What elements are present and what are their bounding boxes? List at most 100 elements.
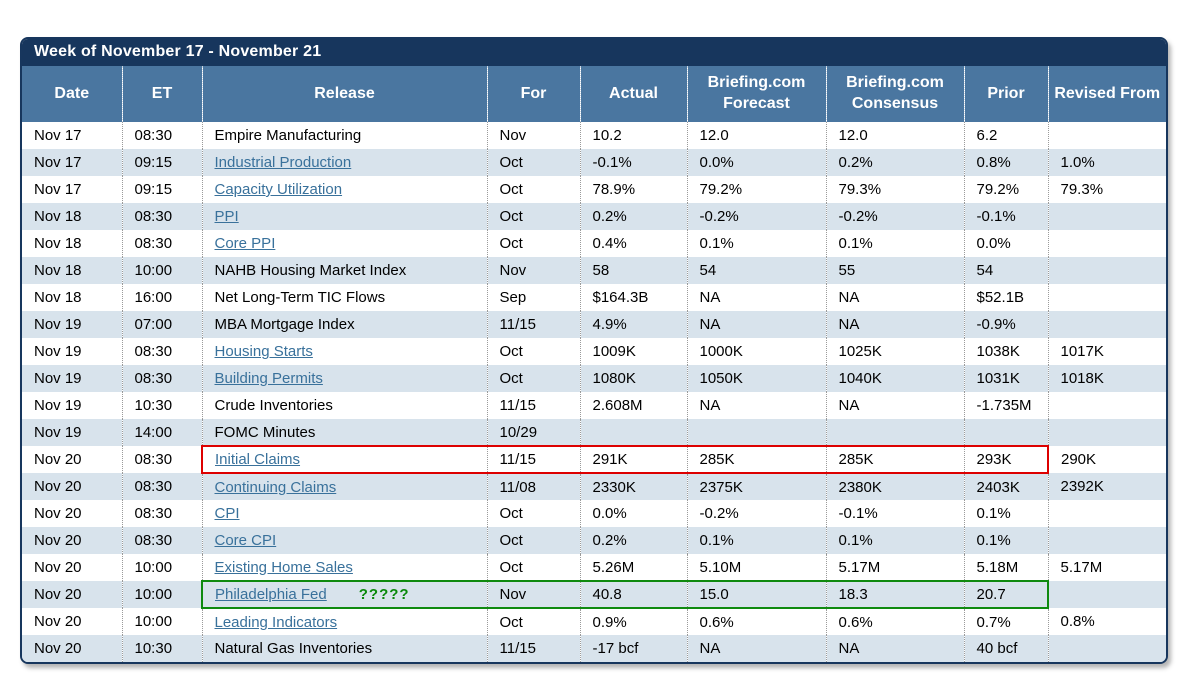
forecast-cell	[686, 419, 826, 446]
release-link[interactable]: Continuing Claims	[214, 478, 337, 496]
release-link[interactable]: Existing Home Sales	[214, 558, 353, 576]
for-cell: Sep	[486, 284, 580, 311]
actual-cell: 1080K	[579, 365, 687, 392]
consensus-cell: 2380K	[825, 473, 964, 500]
consensus-cell: 55	[825, 257, 964, 284]
column-header-date: Date	[22, 66, 122, 122]
revised-cell	[1047, 203, 1166, 230]
calendar-week-title: Week of November 17 - November 21	[22, 39, 1166, 66]
column-header-for: For	[486, 66, 580, 122]
release-cell: Core CPI	[201, 527, 487, 554]
release-link[interactable]: Core CPI	[214, 532, 277, 549]
actual-cell: -17 bcf	[579, 635, 687, 662]
consensus-cell: 12.0	[825, 122, 964, 149]
table-header: Date ET Release For Actual Briefing.com Forec…	[22, 66, 1166, 122]
release-link[interactable]: Philadelphia Fed	[215, 586, 327, 603]
release-cell: Continuing Claims	[201, 473, 487, 500]
column-header-release: Release	[201, 66, 487, 122]
et-cell: 10:30	[121, 635, 202, 662]
economic-calendar: Week of November 17 - November 21 Date ET…	[20, 37, 1168, 664]
table-row: Nov 20 10:30 Natural Gas Inventories 11/15-…	[22, 635, 1166, 662]
prior-cell: 20.7	[963, 580, 1049, 609]
release-link[interactable]: Capacity Utilization	[214, 181, 343, 198]
consensus-cell: 18.3	[825, 580, 964, 609]
consensus-cell: 0.2%	[825, 149, 964, 176]
table-row: Nov 18 16:00 Net Long-Term TIC Flows Sep $16…	[22, 284, 1166, 311]
release-link[interactable]: Housing Starts	[214, 343, 313, 360]
actual-cell	[579, 419, 687, 446]
release-link[interactable]: Initial Claims	[215, 451, 301, 468]
for-cell: 11/15	[486, 445, 580, 474]
et-cell: 09:15	[121, 149, 202, 176]
table-row: Nov 20 10:00 Leading Indicators Oct 0.9% 0.6%…	[22, 608, 1166, 635]
table-row: Nov 18 10:00 NAHB Housing Market Index Nov 5…	[22, 257, 1166, 284]
header-row: Date ET Release For Actual Briefing.com Forec…	[22, 66, 1166, 122]
et-cell: 08:30	[121, 446, 202, 473]
forecast-cell: 15.0	[686, 580, 826, 609]
table-row: Nov 19 14:00 FOMC Minutes 10/29	[22, 419, 1166, 446]
forecast-cell: 0.1%	[686, 230, 826, 257]
release-link[interactable]: Building Permits	[214, 370, 323, 387]
release-cell: Housing Starts	[201, 338, 487, 365]
table-row: Nov 18 08:30 PPI Oct 0.2% -0.2% -0.2% -0.1%	[22, 203, 1166, 230]
table-row: Nov 17 09:15 Industrial Production Oct -0.1%…	[22, 149, 1166, 176]
for-cell: 11/15	[486, 635, 580, 662]
date-cell: Nov 20	[22, 581, 122, 608]
et-cell: 10:30	[121, 392, 202, 419]
for-cell: Oct	[486, 608, 580, 635]
prior-cell: 0.1%	[963, 500, 1048, 527]
date-cell: Nov 19	[22, 311, 122, 338]
forecast-cell: -0.2%	[686, 500, 826, 527]
prior-cell: 40 bcf	[963, 635, 1048, 662]
release-link[interactable]: Industrial Production	[214, 154, 352, 171]
actual-cell: 0.0%	[579, 500, 687, 527]
release-link[interactable]: Core PPI	[214, 235, 276, 252]
actual-cell: $164.3B	[579, 284, 687, 311]
revised-cell	[1047, 581, 1166, 608]
prior-cell: 79.2%	[963, 176, 1048, 203]
et-cell: 10:00	[121, 581, 202, 608]
release-label: NAHB Housing Market Index	[214, 262, 407, 279]
actual-cell: 0.4%	[579, 230, 687, 257]
prior-cell: -1.735M	[963, 392, 1048, 419]
consensus-cell: -0.2%	[825, 203, 964, 230]
for-cell: Oct	[486, 203, 580, 230]
release-label: Crude Inventories	[214, 397, 333, 414]
actual-cell: 291K	[579, 445, 687, 474]
date-cell: Nov 20	[34, 559, 82, 576]
consensus-cell: 285K	[825, 445, 964, 474]
forecast-cell: -0.2%	[686, 203, 826, 230]
release-cell: PPI	[201, 203, 487, 230]
revised-cell	[1047, 230, 1166, 257]
table-row: Nov 19 07:00 MBA Mortgage Index 11/15 4.9% NA…	[22, 311, 1166, 338]
release-link[interactable]: PPI	[214, 208, 239, 225]
date-cell: Nov 20	[22, 527, 122, 554]
actual-cell: 0.2%	[579, 203, 687, 230]
forecast-cell: 0.6%	[686, 608, 826, 635]
actual-cell: -0.1%	[579, 149, 687, 176]
consensus-cell: NA	[825, 635, 964, 662]
actual-cell: 4.9%	[579, 311, 687, 338]
column-header-prior: Prior	[963, 66, 1048, 122]
forecast-cell: NA	[686, 635, 826, 662]
date-cell: Nov 17	[34, 181, 82, 198]
consensus-cell: 0.6%	[825, 608, 964, 635]
date-cell: Nov 20	[22, 635, 122, 662]
et-cell: 08:30	[121, 338, 202, 365]
et-cell: 08:30	[121, 230, 202, 257]
release-link[interactable]: CPI	[214, 505, 240, 522]
forecast-cell: 2375K	[686, 473, 826, 500]
question-marks-annotation: ?????	[358, 586, 410, 603]
forecast-cell: 54	[686, 257, 826, 284]
release-cell: Empire Manufacturing	[201, 122, 487, 149]
revised-cell	[1047, 284, 1166, 311]
table-row: Nov 20 08:30 Core CPI Oct 0.2% 0.1% 0.1% 0.1%	[22, 527, 1166, 554]
for-cell: Oct	[486, 230, 580, 257]
forecast-cell: 5.10M	[686, 554, 826, 581]
forecast-cell: 0.1%	[686, 527, 826, 554]
release-link[interactable]: Leading Indicators	[214, 613, 338, 631]
date-cell: Nov 19	[22, 419, 122, 446]
et-cell: 07:00	[121, 311, 202, 338]
release-cell: CPI	[201, 500, 487, 527]
revised-cell	[1047, 419, 1166, 446]
